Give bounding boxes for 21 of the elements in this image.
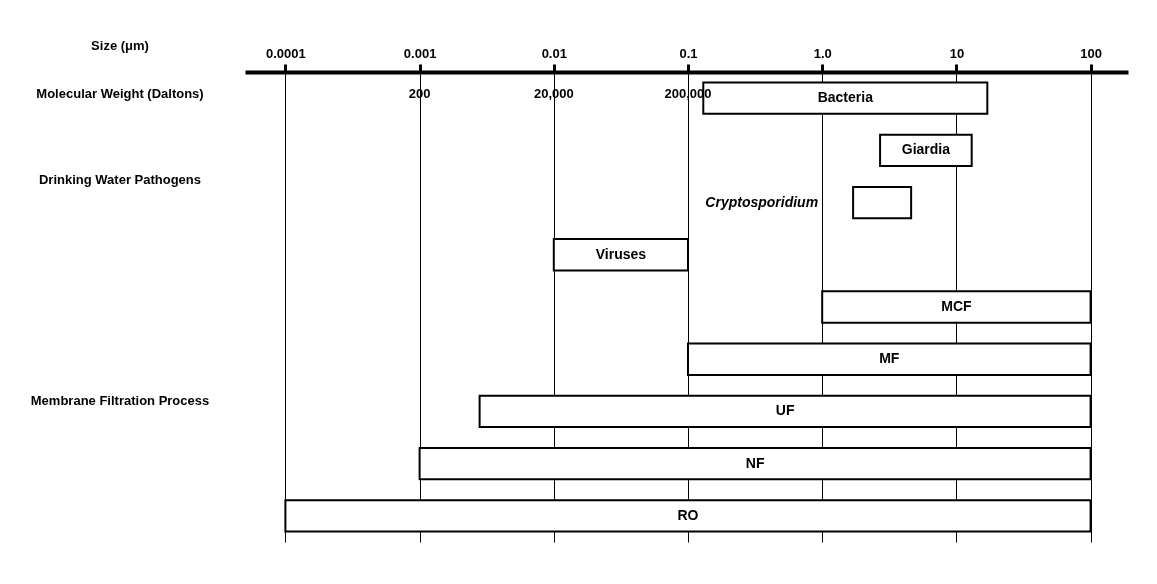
x-tick-label: 0.1 [679,45,698,61]
x-tick-label: 0.001 [403,45,437,61]
y-tick-label: Giardia [901,141,951,158]
y-tick-label: MF [879,350,900,367]
text: Molecular Weight (Daltons) [36,86,204,101]
text: Membrane Filtration Process [30,393,210,408]
y-tick-label: Bacteria [817,89,874,106]
x-tick-label: 1.0 [813,45,832,61]
y-tick-label: UF [775,402,795,419]
x-tick-label: 100 [1080,45,1102,61]
text: Drinking Water Pathogens [38,172,202,188]
x-tick-label: 10 [949,45,965,61]
y-tick-label: Cryptosporidium [705,193,819,210]
x-tick-label: 0.0001 [266,45,306,61]
y-tick-label: MCF [941,298,972,314]
bar [852,185,913,220]
y-tick-label: Viruses [595,245,647,262]
text: Size (μm) [91,38,149,53]
y-tick-label: NF [745,454,765,471]
y-tick-label: RO [677,506,699,523]
x-tick-label: 0.01 [541,45,567,61]
